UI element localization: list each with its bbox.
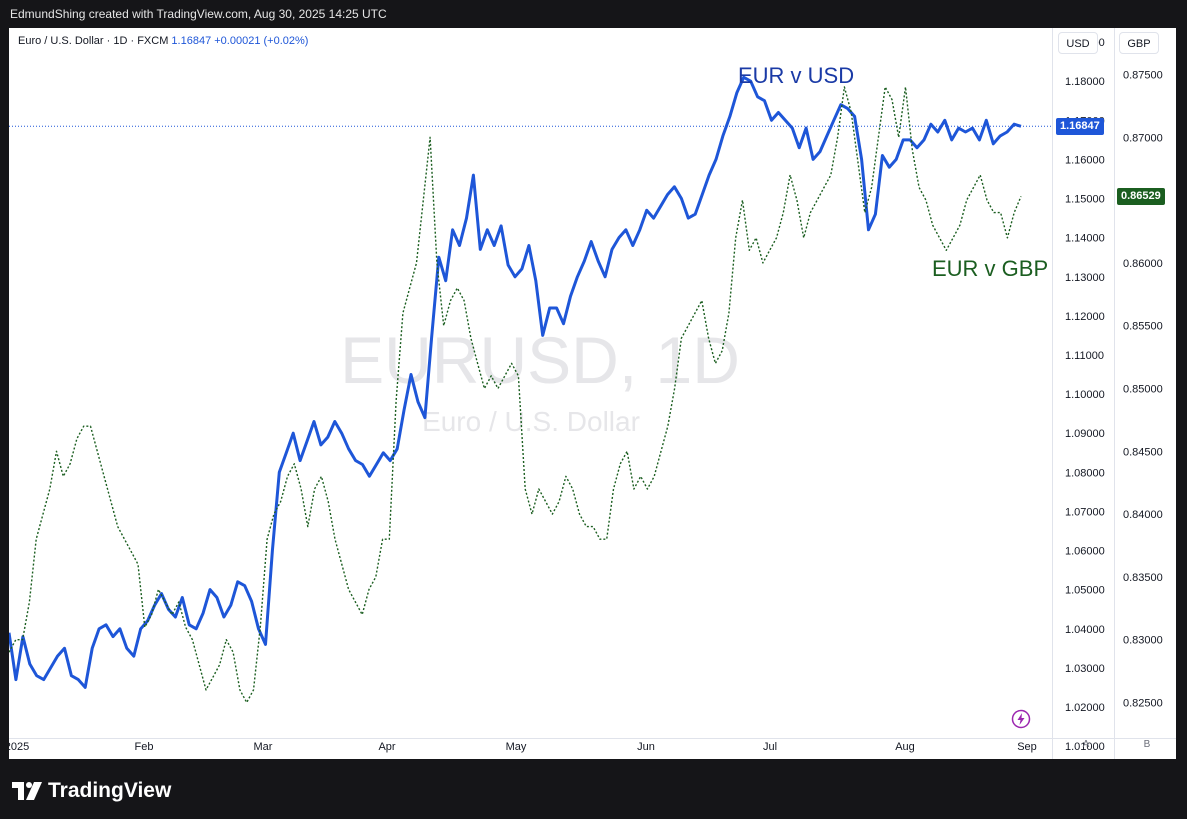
left-axis-tick: 1.03000 bbox=[1065, 663, 1105, 675]
left-axis-tick: 1.05000 bbox=[1065, 585, 1105, 597]
usd-annotation: EUR v USD bbox=[738, 63, 854, 88]
left-axis-tick: 1.06000 bbox=[1065, 546, 1105, 558]
watermark-name: Euro / U.S. Dollar bbox=[422, 406, 640, 437]
usd-scale-button[interactable]: USD bbox=[1058, 32, 1098, 54]
time-axis-label: May bbox=[506, 741, 527, 753]
time-axis-label: Apr bbox=[378, 741, 395, 753]
left-axis-tick: 1.14000 bbox=[1065, 233, 1105, 245]
left-axis-tick: 1.11000 bbox=[1065, 350, 1104, 362]
right-axis-tick: 0.83500 bbox=[1123, 572, 1163, 584]
left-axis-tick: 1.08000 bbox=[1065, 467, 1105, 479]
left-axis-tick: 1.07000 bbox=[1065, 506, 1105, 518]
axis-button-a[interactable]: A bbox=[1082, 739, 1090, 750]
right-axis-tick: 0.83000 bbox=[1123, 635, 1163, 647]
right-axis-tick: 0.84500 bbox=[1123, 446, 1163, 458]
right-axis-tick: 0.86000 bbox=[1123, 258, 1163, 270]
right-axis-tick: 0.87000 bbox=[1123, 132, 1163, 144]
symbol-price: 1.16847 bbox=[171, 35, 212, 47]
axis-button-b[interactable]: B bbox=[1143, 739, 1151, 750]
left-axis-tick: 1.01000 bbox=[1065, 741, 1105, 753]
left-axis-tick: 1.02000 bbox=[1065, 702, 1105, 714]
left-axis-tick: 1.12000 bbox=[1065, 311, 1105, 323]
usd-series-line[interactable] bbox=[9, 75, 1022, 689]
left-axis-tick: 1.10000 bbox=[1065, 389, 1105, 401]
credit-text: EdmundShing created with TradingView.com… bbox=[10, 7, 387, 21]
time-axis-label: Mar bbox=[254, 741, 273, 753]
left-axis-tick: 1.18000 bbox=[1065, 76, 1105, 88]
watermark-ticker: EURUSD, 1D bbox=[340, 323, 740, 397]
time-axis-label: Aug bbox=[895, 741, 915, 753]
right-axis-tick: 0.87500 bbox=[1123, 69, 1163, 81]
logo-text: TradingView bbox=[48, 779, 172, 802]
time-axis-label: 2025 bbox=[9, 741, 29, 753]
right-axis-tick: 0.84000 bbox=[1123, 509, 1163, 521]
tradingview-logo[interactable]: TradingView bbox=[12, 776, 171, 806]
left-axis-tick: 1.13000 bbox=[1065, 272, 1105, 284]
left-axis-tick: 1.16000 bbox=[1065, 154, 1105, 166]
gbp-scale-button[interactable]: GBP bbox=[1119, 32, 1159, 54]
right-axis-tick: 0.85000 bbox=[1123, 383, 1163, 395]
time-axis-label: Jul bbox=[763, 741, 777, 753]
symbol-legend[interactable]: Euro / U.S. Dollar · 1D · FXCM 1.16847 +… bbox=[18, 35, 308, 47]
right-axis-tick: 0.85500 bbox=[1123, 321, 1163, 333]
lightning-icon[interactable] bbox=[1011, 709, 1031, 729]
right-axis-tick: 0.82500 bbox=[1123, 697, 1163, 709]
left-axis-tick: 1.04000 bbox=[1065, 624, 1105, 636]
usd-last-price-tag: 1.16847 bbox=[1056, 117, 1104, 135]
tradingview-logo-icon bbox=[12, 782, 42, 800]
time-axis-label: Jun bbox=[637, 741, 655, 753]
symbol-name: Euro / U.S. Dollar · 1D · FXCM bbox=[18, 35, 169, 47]
left-axis-tick: 1.15000 bbox=[1065, 194, 1105, 206]
gbp-last-price-tag: 0.86529 bbox=[1117, 187, 1165, 205]
time-axis-label: Sep bbox=[1017, 741, 1037, 753]
left-axis-tick: 1.09000 bbox=[1065, 428, 1105, 440]
gbp-annotation: EUR v GBP bbox=[932, 256, 1048, 281]
time-axis-label: Feb bbox=[135, 741, 154, 753]
symbol-change: +0.00021 (+0.02%) bbox=[214, 35, 309, 47]
